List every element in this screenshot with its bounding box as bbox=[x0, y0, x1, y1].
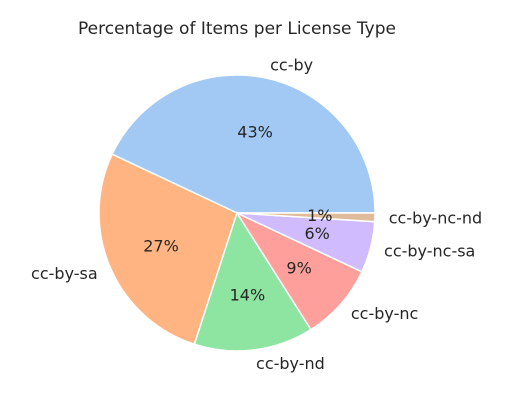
slice-label-cc-by-nc-sa: cc-by-nc-sa bbox=[384, 241, 475, 260]
slice-label-cc-by-nd: cc-by-nd bbox=[256, 354, 325, 373]
pie-slice-cc-by-nc-nd bbox=[236, 212, 376, 223]
slice-percentage-cc-by-nc: 9% bbox=[286, 258, 311, 277]
slice-labels: cc-by 43% cc-by-sa 27% cc-by-nd 14% cc-by-nc 9%… bbox=[31, 55, 482, 373]
slice-label-cc-by-nc: cc-by-nc bbox=[351, 304, 418, 323]
slice-label-cc-by: cc-by bbox=[270, 55, 313, 74]
pie-slice-cc-by-sa bbox=[98, 153, 238, 346]
slice-label-cc-by-sa: cc-by-sa bbox=[31, 264, 98, 283]
slice-percentage-cc-by-nd: 14% bbox=[230, 286, 266, 305]
pie-slice-cc-by-nd bbox=[193, 211, 312, 352]
pie-slices bbox=[98, 74, 376, 352]
slice-percentage-cc-by: 43% bbox=[237, 123, 273, 142]
slice-percentage-cc-by-sa: 27% bbox=[143, 236, 179, 255]
slice-label-cc-by-nc-nd: cc-by-nc-nd bbox=[389, 208, 483, 227]
pie-slice-cc-by bbox=[111, 74, 376, 214]
chart-title: Percentage of Items per License Type bbox=[78, 19, 396, 39]
slice-percentage-cc-by-nc-nd: 1% bbox=[307, 206, 332, 225]
slice-percentage-cc-by-nc-sa: 6% bbox=[305, 224, 330, 243]
